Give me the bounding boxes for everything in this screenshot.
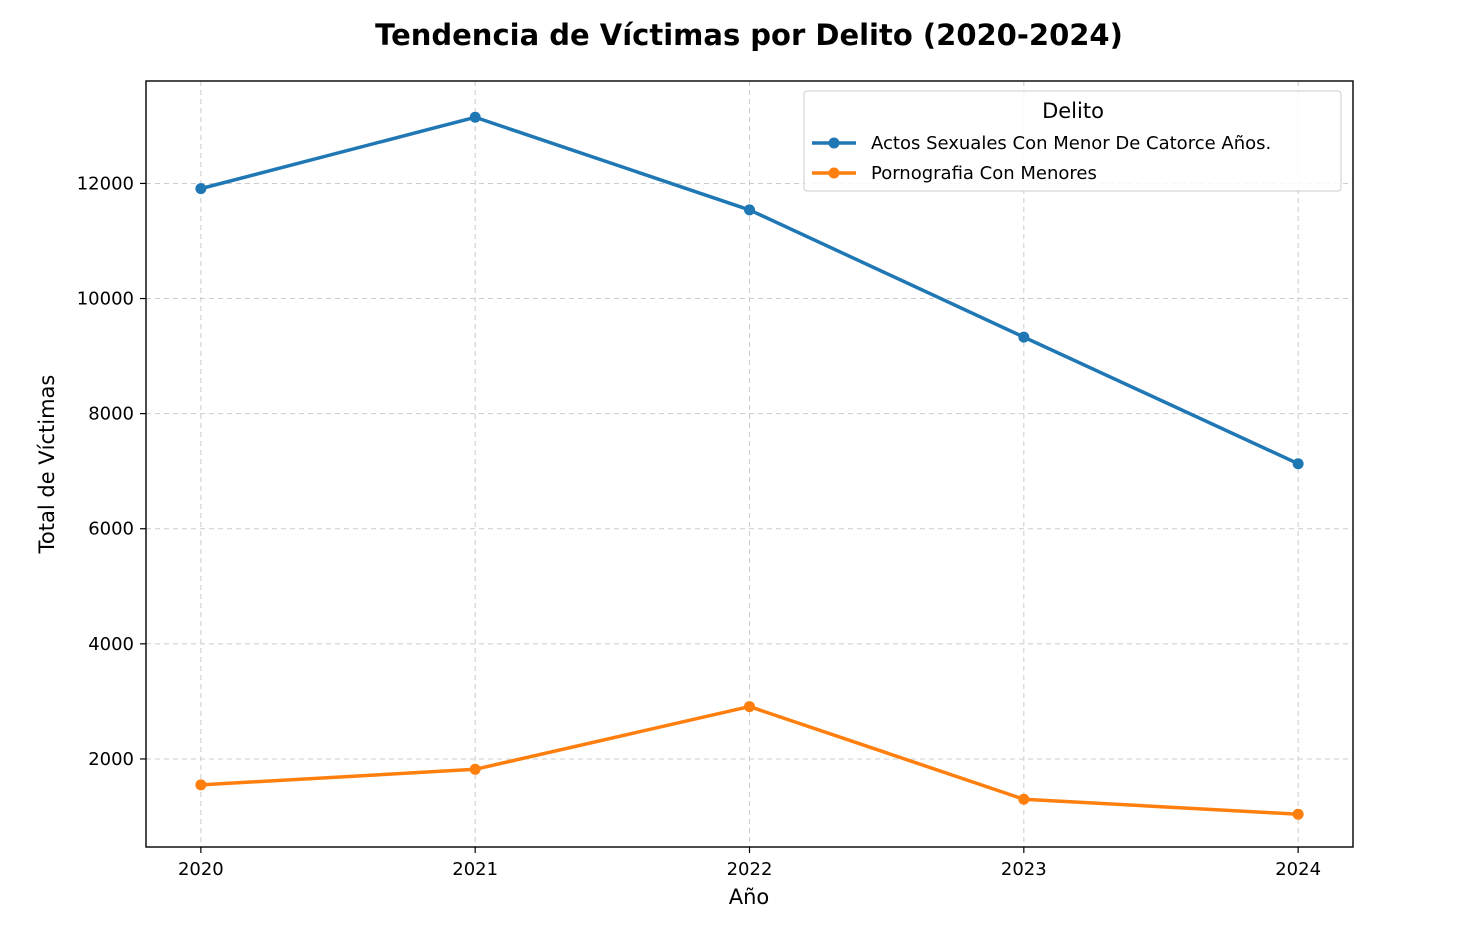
x-axis: 2020 2021 2022 2023 2024 <box>178 847 1321 880</box>
series-1 <box>195 111 1304 470</box>
data-point <box>1292 458 1304 470</box>
y-tick-label: 2000 <box>88 749 134 770</box>
x-tick-label: 2022 <box>727 859 773 880</box>
data-point <box>744 701 755 713</box>
legend-title: Delito <box>1042 99 1104 123</box>
y-axis-label: Total de Víctimas <box>35 375 59 555</box>
y-tick-label: 10000 <box>77 289 134 310</box>
series-layer <box>195 111 1304 820</box>
data-point <box>1018 793 1030 805</box>
legend-entry: Actos Sexuales Con Menor De Catorce Años… <box>812 133 1271 154</box>
data-point <box>469 111 481 123</box>
legend-marker <box>828 167 840 179</box>
legend-entries: Actos Sexuales Con Menor De Catorce Años… <box>812 133 1271 184</box>
x-axis-label: Año <box>729 885 770 909</box>
data-point <box>195 183 207 195</box>
data-point <box>744 204 755 216</box>
data-point <box>469 763 481 775</box>
x-tick-label: 2024 <box>1275 859 1321 880</box>
y-tick-label: 8000 <box>88 404 134 425</box>
y-tick-label: 12000 <box>77 173 134 194</box>
legend-entry: Pornografia Con Menores <box>812 163 1097 184</box>
legend-marker <box>828 137 840 149</box>
data-point <box>1018 331 1030 343</box>
grid <box>146 81 1353 847</box>
series-2 <box>195 701 1304 820</box>
legend: Delito Actos Sexuales Con Menor De Cator… <box>803 90 1342 192</box>
x-tick-label: 2021 <box>452 859 498 880</box>
y-tick-label: 4000 <box>88 634 134 655</box>
x-tick-label: 2023 <box>1001 859 1047 880</box>
x-tick-label: 2020 <box>178 859 224 880</box>
legend-box <box>803 90 1342 192</box>
y-tick-label: 6000 <box>88 519 134 540</box>
chart-title: Tendencia de Víctimas por Delito (2020-2… <box>375 18 1123 52</box>
data-point <box>195 779 207 791</box>
y-axis: 2000 4000 6000 8000 10000 12000 <box>77 173 146 770</box>
legend-label: Actos Sexuales Con Menor De Catorce Años… <box>871 133 1271 154</box>
legend-label: Pornografia Con Menores <box>871 163 1097 184</box>
data-point <box>1292 808 1304 820</box>
